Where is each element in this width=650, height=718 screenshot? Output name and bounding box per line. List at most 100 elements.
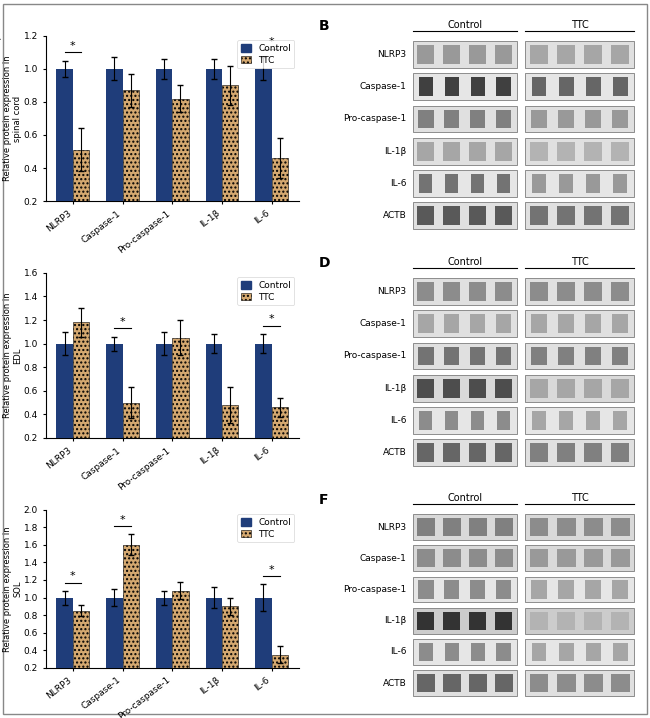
FancyBboxPatch shape <box>471 78 485 96</box>
FancyBboxPatch shape <box>584 612 602 630</box>
Text: NLRP3: NLRP3 <box>377 287 406 296</box>
FancyBboxPatch shape <box>525 639 634 665</box>
FancyBboxPatch shape <box>417 207 434 225</box>
Text: B: B <box>318 19 329 33</box>
FancyBboxPatch shape <box>557 444 575 462</box>
FancyBboxPatch shape <box>557 142 575 161</box>
FancyBboxPatch shape <box>495 612 512 630</box>
FancyBboxPatch shape <box>525 342 634 369</box>
Text: *: * <box>269 314 274 325</box>
FancyBboxPatch shape <box>413 407 517 434</box>
FancyBboxPatch shape <box>525 375 634 401</box>
FancyBboxPatch shape <box>612 282 629 301</box>
Text: ACTB: ACTB <box>382 679 406 688</box>
FancyBboxPatch shape <box>413 106 517 132</box>
Text: NLRP3: NLRP3 <box>377 50 406 59</box>
FancyBboxPatch shape <box>497 411 510 430</box>
FancyBboxPatch shape <box>417 674 435 692</box>
Text: ACTB: ACTB <box>382 211 406 220</box>
FancyBboxPatch shape <box>413 671 517 696</box>
Text: IL-1β: IL-1β <box>384 146 406 156</box>
Bar <box>57 597 73 685</box>
Text: F: F <box>318 493 328 506</box>
FancyBboxPatch shape <box>469 518 487 536</box>
FancyBboxPatch shape <box>469 142 486 161</box>
FancyBboxPatch shape <box>471 174 484 193</box>
FancyBboxPatch shape <box>470 110 486 129</box>
FancyBboxPatch shape <box>443 444 460 462</box>
FancyBboxPatch shape <box>584 444 602 462</box>
FancyBboxPatch shape <box>413 202 517 229</box>
Bar <box>123 403 139 462</box>
Bar <box>272 407 288 462</box>
FancyBboxPatch shape <box>444 580 460 599</box>
Bar <box>255 597 272 685</box>
FancyBboxPatch shape <box>413 546 517 572</box>
FancyBboxPatch shape <box>614 411 627 430</box>
FancyBboxPatch shape <box>612 110 629 129</box>
FancyBboxPatch shape <box>525 278 634 304</box>
Text: Pro-caspase-1: Pro-caspase-1 <box>343 351 406 360</box>
Bar <box>272 158 288 234</box>
Y-axis label: Relative protein expression in
EDL: Relative protein expression in EDL <box>3 293 22 418</box>
FancyBboxPatch shape <box>612 444 629 462</box>
Text: Control: Control <box>447 20 482 30</box>
Bar <box>106 344 123 462</box>
Text: *: * <box>70 41 75 51</box>
FancyBboxPatch shape <box>444 347 460 365</box>
FancyBboxPatch shape <box>470 314 486 333</box>
FancyBboxPatch shape <box>525 310 634 337</box>
FancyBboxPatch shape <box>611 549 630 567</box>
Bar <box>272 655 288 685</box>
FancyBboxPatch shape <box>419 643 433 661</box>
FancyBboxPatch shape <box>496 347 512 365</box>
FancyBboxPatch shape <box>495 379 512 398</box>
FancyBboxPatch shape <box>413 439 517 466</box>
FancyBboxPatch shape <box>557 45 575 64</box>
FancyBboxPatch shape <box>419 411 432 430</box>
Text: IL-6: IL-6 <box>390 648 406 656</box>
FancyBboxPatch shape <box>586 643 601 661</box>
FancyBboxPatch shape <box>469 612 486 630</box>
Bar <box>222 606 239 685</box>
FancyBboxPatch shape <box>445 411 458 430</box>
FancyBboxPatch shape <box>445 174 458 193</box>
FancyBboxPatch shape <box>413 607 517 633</box>
FancyBboxPatch shape <box>586 78 601 96</box>
Text: *: * <box>120 317 125 327</box>
FancyBboxPatch shape <box>413 138 517 164</box>
Text: TTC: TTC <box>571 257 588 267</box>
FancyBboxPatch shape <box>413 310 517 337</box>
FancyBboxPatch shape <box>586 174 600 193</box>
Bar <box>156 69 172 234</box>
Text: *: * <box>269 565 274 575</box>
FancyBboxPatch shape <box>532 78 547 96</box>
FancyBboxPatch shape <box>495 142 512 161</box>
FancyBboxPatch shape <box>612 142 629 161</box>
FancyBboxPatch shape <box>496 580 512 599</box>
FancyBboxPatch shape <box>469 45 486 64</box>
FancyBboxPatch shape <box>585 110 601 129</box>
FancyBboxPatch shape <box>469 282 486 301</box>
FancyBboxPatch shape <box>586 411 600 430</box>
FancyBboxPatch shape <box>469 207 486 225</box>
Text: D: D <box>318 256 330 270</box>
FancyBboxPatch shape <box>525 439 634 466</box>
FancyBboxPatch shape <box>557 612 575 630</box>
FancyBboxPatch shape <box>558 78 573 96</box>
Bar <box>255 69 272 234</box>
FancyBboxPatch shape <box>443 612 460 630</box>
Bar <box>73 322 89 462</box>
FancyBboxPatch shape <box>495 518 513 536</box>
FancyBboxPatch shape <box>418 110 434 129</box>
FancyBboxPatch shape <box>584 282 602 301</box>
FancyBboxPatch shape <box>525 106 634 132</box>
FancyBboxPatch shape <box>584 549 603 567</box>
Bar <box>73 150 89 234</box>
FancyBboxPatch shape <box>613 78 628 96</box>
FancyBboxPatch shape <box>613 643 628 661</box>
Text: TTC: TTC <box>571 20 588 30</box>
FancyBboxPatch shape <box>558 347 574 365</box>
Bar <box>205 344 222 462</box>
FancyBboxPatch shape <box>530 282 548 301</box>
